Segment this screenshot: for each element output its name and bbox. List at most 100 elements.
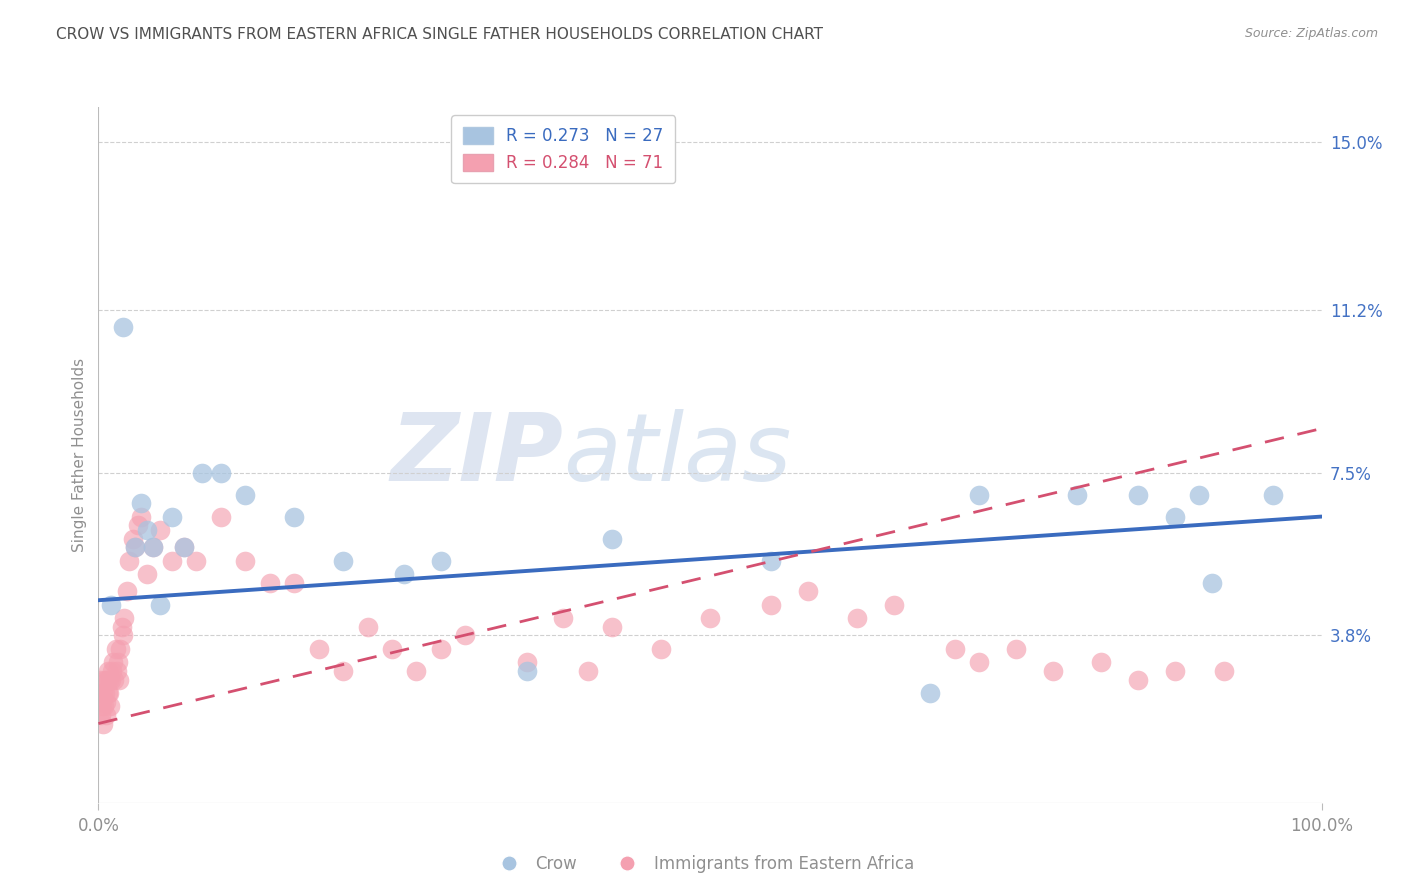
Point [98,698,121,713]
Point [97,686,120,700]
Point [761,553,783,567]
Point [91,698,114,713]
Point [516,655,538,669]
Point [160,553,183,567]
Point [112,611,135,625]
Point [93,698,115,713]
Point [118,553,141,567]
Point [124,541,146,555]
Point [1004,641,1026,656]
Point [108,673,131,687]
Point [90,694,112,708]
Point [91,716,114,731]
Point [392,566,416,581]
Point [283,509,305,524]
Point [1164,664,1187,678]
Point [91,686,114,700]
Point [149,523,172,537]
Point [1201,575,1223,590]
Point [111,320,134,334]
Point [89,686,111,700]
Point [699,611,721,625]
Point [121,532,143,546]
Point [259,575,281,590]
Point [332,553,354,567]
Point [127,518,149,533]
Point [129,496,152,510]
Point [308,641,330,656]
Point [173,541,195,555]
Text: CROW VS IMMIGRANTS FROM EASTERN AFRICA SINGLE FATHER HOUSEHOLDS CORRELATION CHAR: CROW VS IMMIGRANTS FROM EASTERN AFRICA S… [56,27,824,42]
Point [576,664,599,678]
Point [101,664,124,678]
Point [93,673,115,687]
Point [600,532,623,546]
Point [1066,487,1088,501]
Point [233,487,256,501]
Point [797,584,820,599]
Point [160,509,183,524]
Point [136,523,159,537]
Point [111,628,134,642]
Point [94,707,117,722]
Legend: R = 0.273   N = 27, R = 0.284   N = 71: R = 0.273 N = 27, R = 0.284 N = 71 [451,115,675,184]
Point [111,620,134,634]
Point [1090,655,1112,669]
Point [89,673,111,687]
Point [149,598,172,612]
Point [1128,673,1150,687]
Point [430,641,453,656]
Point [761,598,783,612]
Point [96,694,118,708]
Legend: Crow, Immigrants from Eastern Africa: Crow, Immigrants from Eastern Africa [485,848,921,880]
Point [1042,664,1064,678]
Point [173,541,195,555]
Point [920,686,942,700]
Point [142,541,165,555]
Point [94,686,117,700]
Point [332,664,354,678]
Point [96,673,118,687]
Point [101,655,124,669]
Point [967,655,990,669]
Point [110,641,132,656]
Point [105,664,128,678]
Point [129,509,152,524]
Point [430,553,453,567]
Point [191,466,214,480]
Point [356,620,378,634]
Point [142,541,165,555]
Point [967,487,990,501]
Point [90,707,112,722]
Point [104,641,127,656]
Point [97,664,120,678]
Point [600,620,623,634]
Point [883,598,905,612]
Point [943,641,966,656]
Point [100,598,122,612]
Point [115,584,138,599]
Point [845,611,868,625]
Point [405,664,427,678]
Point [100,673,122,687]
Point [97,673,120,687]
Point [1164,509,1187,524]
Point [107,655,129,669]
Point [233,553,256,567]
Point [186,553,208,567]
Point [124,541,146,555]
Point [283,575,305,590]
Text: atlas: atlas [564,409,792,500]
Point [136,566,159,581]
Y-axis label: Single Father Households: Single Father Households [72,358,87,552]
Point [553,611,575,625]
Point [1212,664,1234,678]
Point [98,686,121,700]
Point [103,673,125,687]
Point [454,628,477,642]
Point [381,641,404,656]
Text: ZIP: ZIP [391,409,564,501]
Text: Source: ZipAtlas.com: Source: ZipAtlas.com [1244,27,1378,40]
Point [209,509,232,524]
Point [1128,487,1150,501]
